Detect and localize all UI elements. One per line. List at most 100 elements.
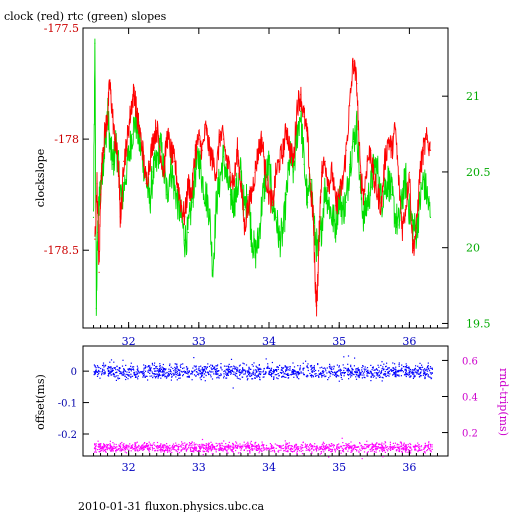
rndtrip-series-point: [349, 445, 351, 447]
rtc-series-point: [384, 186, 386, 188]
offset-series-point: [383, 374, 385, 376]
rndtrip-series-point: [228, 447, 230, 449]
rndtrip-series-point: [242, 446, 244, 448]
rndtrip-series-point: [103, 445, 105, 447]
rndtrip-series-point: [107, 444, 110, 446]
offset-series-point: [164, 376, 166, 378]
rndtrip-series-point: [315, 448, 317, 450]
rtc-series-point: [250, 231, 253, 234]
rndtrip-series-point: [236, 442, 238, 444]
rndtrip-series-point: [375, 444, 377, 446]
rndtrip-series-point: [381, 445, 384, 447]
offset-series-point: [227, 374, 229, 376]
rndtrip-series-point: [389, 448, 391, 450]
rndtrip-series-point: [333, 444, 335, 447]
offset-series-point: [309, 372, 311, 375]
offset-series-point: [427, 365, 429, 367]
rndtrip-series-point: [382, 447, 384, 449]
offset-series-point: [142, 372, 144, 375]
offset-series-point: [427, 374, 429, 376]
rtc-series-point: [149, 201, 151, 203]
offset-series-point: [159, 374, 161, 376]
rndtrip-series-point: [308, 447, 310, 449]
offset-series-point: [95, 369, 97, 371]
offset-series-point: [273, 371, 275, 373]
rndtrip-series-point: [97, 446, 99, 448]
offset-series-point: [259, 376, 261, 378]
offset-series-point: [386, 362, 388, 364]
offset-series-point: [193, 365, 195, 367]
rndtrip-series-point: [341, 450, 344, 452]
offset-series-point: [347, 363, 349, 365]
offset-series-point: [366, 375, 368, 377]
rndtrip-series-point: [124, 446, 127, 448]
offset-series-point: [95, 371, 97, 374]
rndtrip-series-point: [218, 449, 220, 451]
offset-series-point: [235, 366, 237, 368]
offset-series-point: [117, 375, 119, 377]
clock-series-point: [415, 227, 417, 229]
offset-series-point: [329, 375, 331, 377]
rndtrip-series-point: [202, 453, 204, 456]
offset-series-point: [312, 371, 314, 373]
offset-series-point: [141, 372, 143, 374]
rndtrip-series-point: [309, 443, 311, 446]
offset-series-point: [192, 371, 194, 373]
rndtrip-series-point: [200, 445, 202, 447]
rndtrip-series-point: [287, 446, 290, 448]
rndtrip-series-point: [199, 450, 201, 452]
offset-series-point: [387, 371, 389, 373]
rndtrip-series-point: [257, 449, 259, 451]
offset-series-point: [98, 369, 100, 371]
offset-series-point: [429, 376, 431, 378]
rndtrip-series-point: [361, 447, 363, 449]
rndtrip-series-point: [348, 443, 350, 445]
offset-series-point: [419, 367, 421, 369]
clock-series-point: [307, 138, 309, 140]
offset-series-point: [320, 372, 322, 374]
offset-series-point: [263, 373, 265, 375]
offset-series-point: [297, 374, 299, 376]
offset-series-point: [420, 366, 422, 369]
offset-series-point: [346, 370, 348, 372]
offset-series-point: [287, 372, 289, 375]
rndtrip-series-point: [248, 449, 250, 452]
rndtrip-series-point: [232, 448, 234, 450]
offset-series-point: [361, 374, 363, 376]
offset-series-point: [98, 367, 100, 369]
rndtrip-series-point: [170, 449, 172, 451]
rndtrip-series-point: [169, 450, 171, 452]
offset-series-point: [188, 375, 190, 377]
offset-series-point: [396, 371, 398, 373]
rndtrip-series-point: [214, 446, 216, 448]
offset-series-point: [393, 371, 395, 374]
rndtrip-series-point: [219, 448, 221, 450]
rndtrip-series-point: [142, 449, 144, 451]
rtc-series-point: [124, 178, 126, 181]
rndtrip-series-point: [103, 446, 105, 448]
offset-series-point: [285, 373, 287, 375]
rndtrip-series-point: [356, 450, 358, 452]
rndtrip-series-point: [247, 441, 249, 443]
rndtrip-series-point: [112, 447, 114, 450]
offset-series-point: [255, 369, 257, 371]
offset-series-point: [401, 364, 403, 366]
rndtrip-series-point: [172, 443, 175, 445]
rndtrip-series-point: [207, 445, 210, 447]
rndtrip-series-point: [372, 444, 374, 446]
offset-series-point: [350, 374, 352, 376]
offset-series-point: [203, 369, 205, 371]
offset-series-point: [297, 371, 300, 373]
offset-series-point: [289, 366, 291, 368]
offset-series-point: [94, 366, 96, 368]
rndtrip-series-point: [177, 447, 179, 449]
offset-series-point: [367, 371, 369, 373]
offset-series-point: [236, 369, 238, 371]
rndtrip-series-point: [101, 447, 103, 449]
rndtrip-series-point: [178, 449, 180, 451]
rndtrip-series-point: [363, 451, 366, 453]
offset-series-point: [253, 371, 255, 373]
offset-series-point: [158, 370, 160, 372]
offset-series-point: [280, 372, 283, 374]
rndtrip-series-point: [351, 449, 353, 451]
